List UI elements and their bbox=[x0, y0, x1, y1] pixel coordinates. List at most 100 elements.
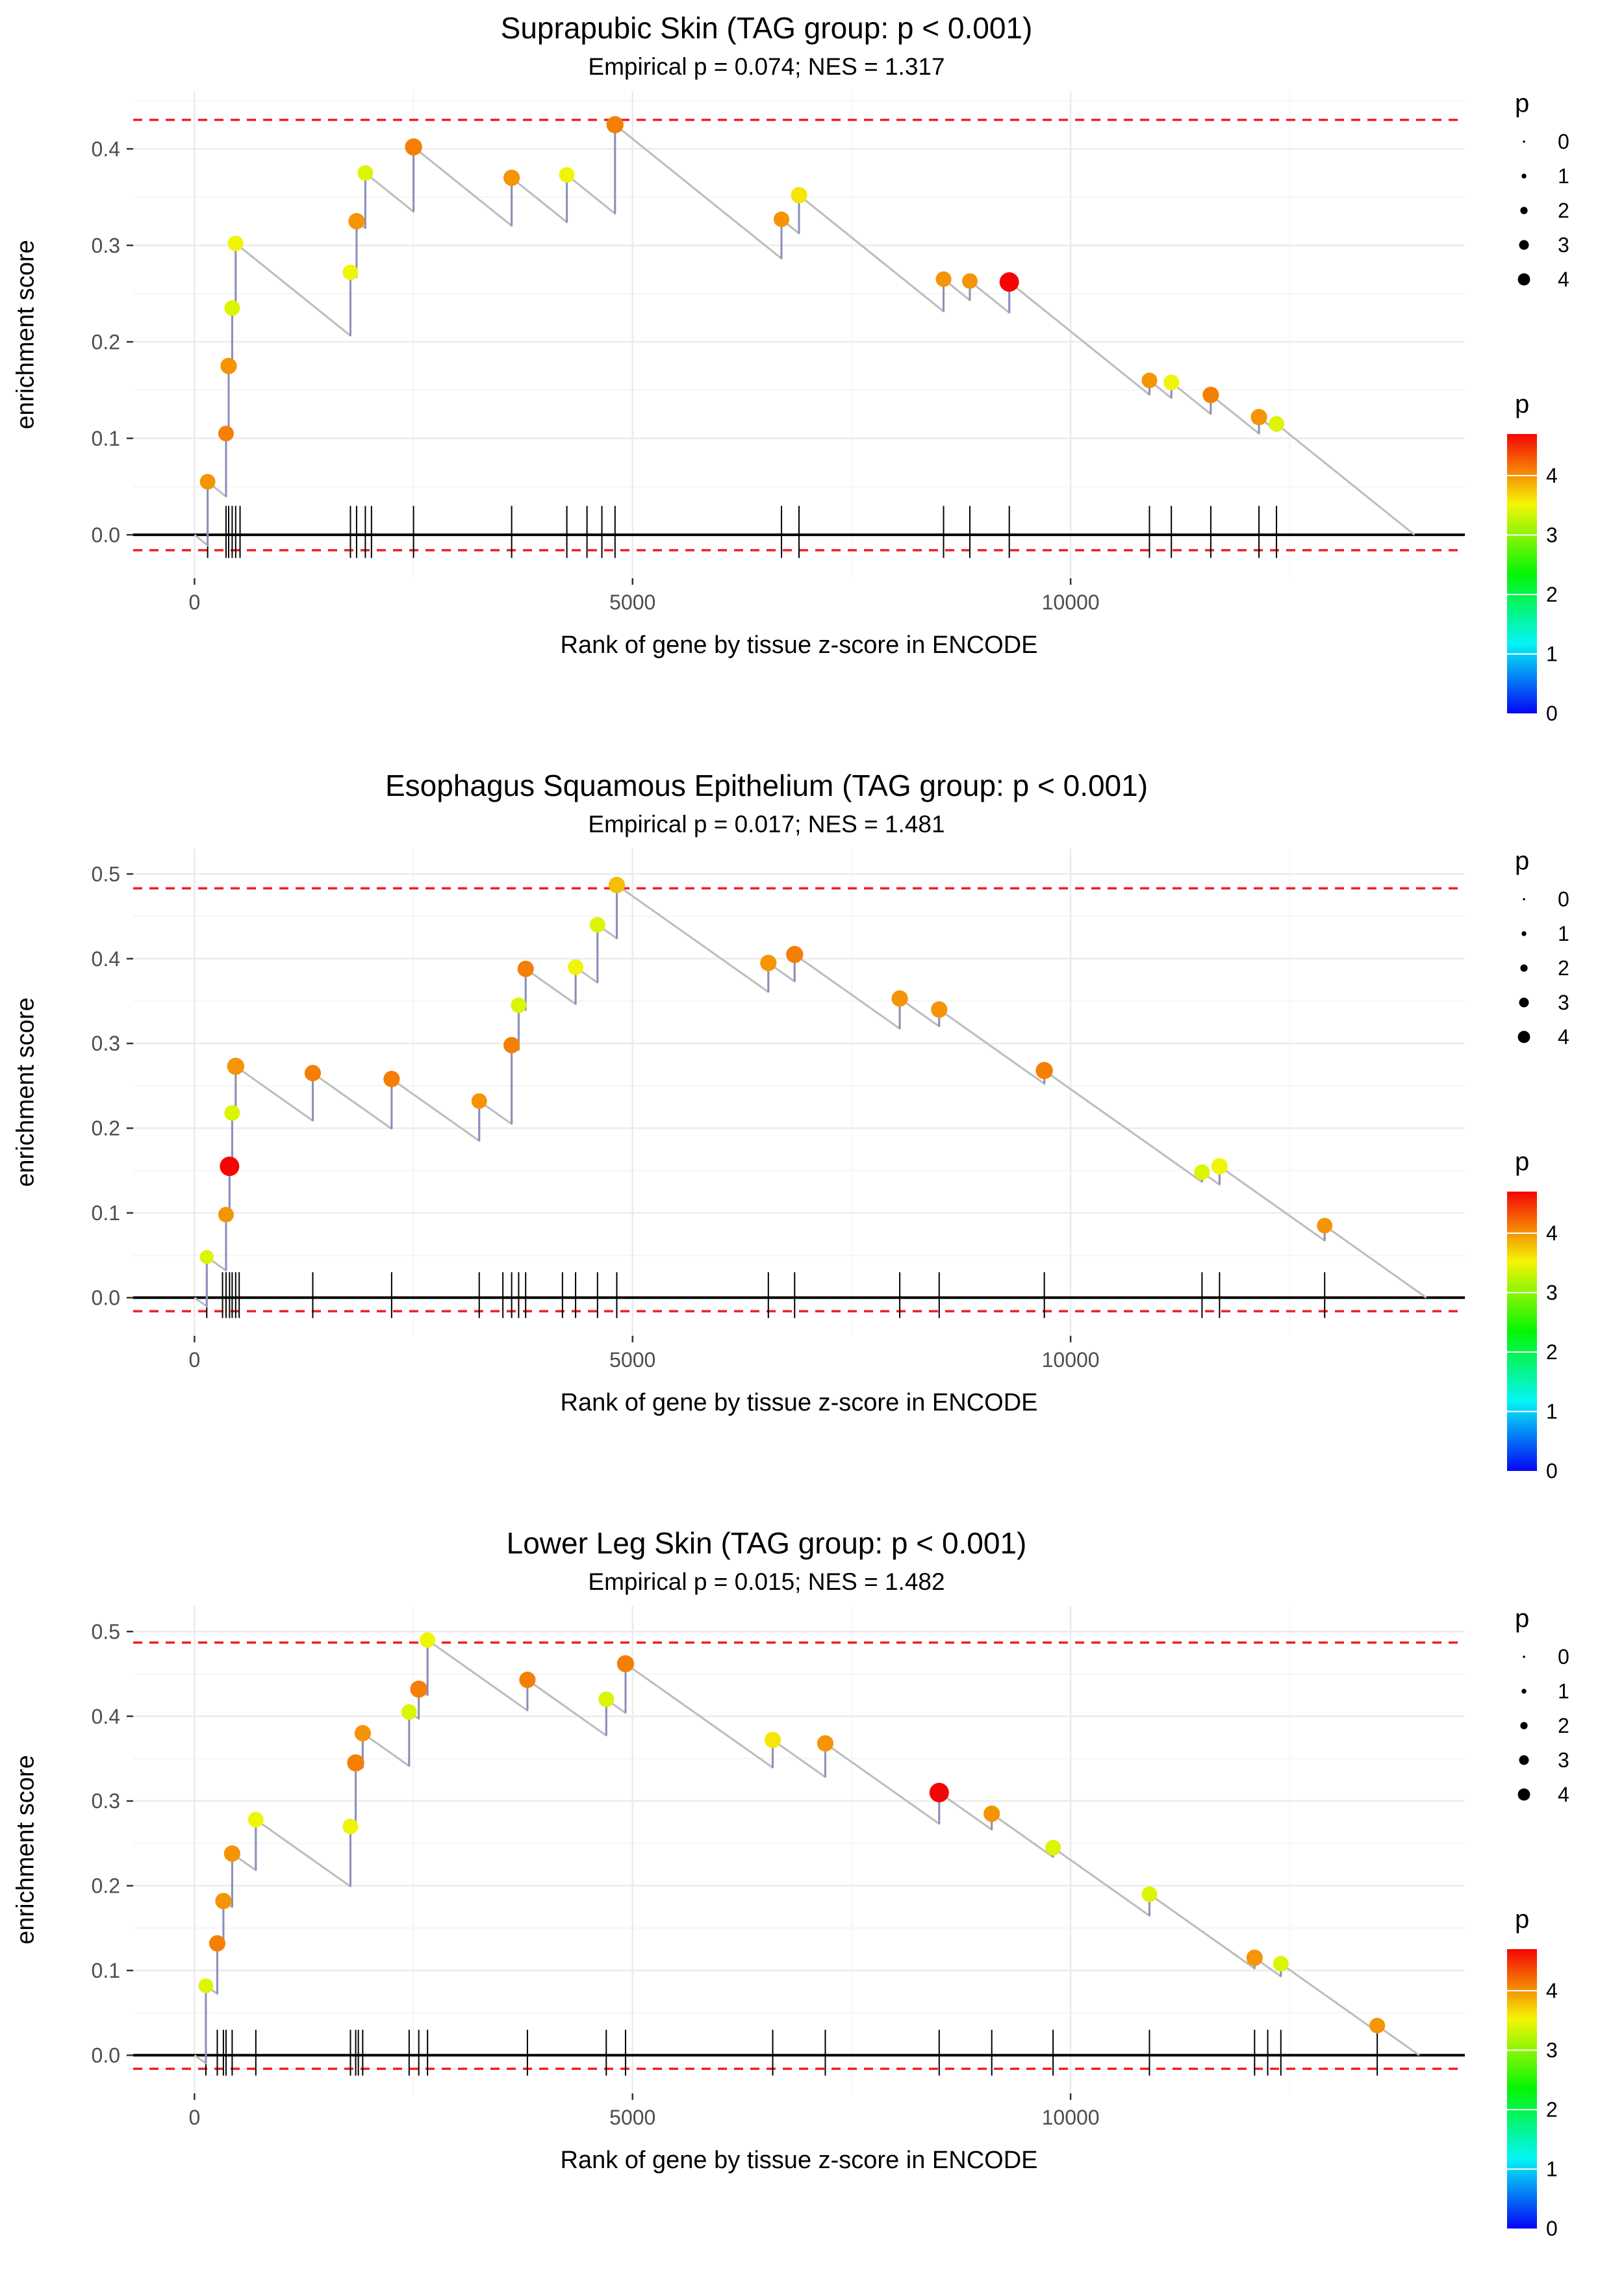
gridlines bbox=[133, 1606, 1465, 2093]
axes: 0 5000 10000 0.0 0.1 0.2 0.3 0.4 0.5 bbox=[92, 1620, 1100, 2129]
svg-text:0: 0 bbox=[1546, 2217, 1558, 2240]
svg-text:4: 4 bbox=[1546, 1979, 1558, 2002]
panel-lower-leg-skin: Lower Leg Skin (TAG group: p < 0.001) Em… bbox=[0, 1515, 1624, 2273]
svg-text:0.2: 0.2 bbox=[92, 330, 120, 353]
gene-hit-point bbox=[817, 1735, 834, 1752]
panel-title: Esophagus Squamous Epithelium (TAG group… bbox=[385, 769, 1148, 802]
gene-hit-point bbox=[764, 1731, 781, 1748]
color-legend: p 0 1 2 3 4 bbox=[1507, 390, 1558, 725]
hit-points bbox=[198, 1632, 1386, 2034]
svg-text:2: 2 bbox=[1546, 583, 1558, 606]
gene-hit-point bbox=[1141, 1886, 1158, 1902]
gene-hit-point bbox=[931, 1001, 948, 1018]
svg-text:4: 4 bbox=[1558, 268, 1569, 291]
size-legend: p 0 1 2 3 4 bbox=[1515, 89, 1569, 291]
gene-hit-point bbox=[357, 165, 374, 181]
svg-text:0.3: 0.3 bbox=[92, 234, 120, 257]
gene-hit-point bbox=[1250, 409, 1267, 426]
svg-text:0.3: 0.3 bbox=[92, 1032, 120, 1055]
gene-hit-point bbox=[983, 1805, 1000, 1822]
gene-hit-point bbox=[354, 1725, 371, 1742]
svg-text:0.3: 0.3 bbox=[92, 1789, 120, 1813]
svg-text:0.0: 0.0 bbox=[92, 523, 120, 546]
gene-hit-point bbox=[891, 990, 908, 1007]
gene-hit-point bbox=[215, 1893, 232, 1910]
es-threshold-lines bbox=[133, 118, 1465, 552]
svg-text:0.5: 0.5 bbox=[92, 1620, 120, 1643]
gene-hit-point bbox=[401, 1704, 417, 1720]
gene-hit-point bbox=[1202, 387, 1219, 403]
panel-title: Lower Leg Skin (TAG group: p < 0.001) bbox=[506, 1526, 1027, 1560]
gene-hit-point bbox=[511, 997, 527, 1014]
enrichment-curve bbox=[194, 884, 1427, 1308]
es-threshold-lines bbox=[133, 1641, 1465, 2070]
gene-hit-point bbox=[227, 235, 244, 251]
svg-text:1: 1 bbox=[1546, 1400, 1558, 1424]
size-legend: p 0 1 2 3 4 bbox=[1515, 847, 1569, 1049]
panel-subtitle: Empirical p = 0.017; NES = 1.481 bbox=[588, 811, 945, 837]
gene-hit-point bbox=[929, 1782, 949, 1802]
svg-text:p: p bbox=[1515, 1604, 1529, 1633]
gene-hit-point bbox=[342, 264, 359, 281]
gene-rug-marks bbox=[207, 505, 1278, 558]
gene-hit-point bbox=[471, 1093, 487, 1109]
svg-text:1: 1 bbox=[1558, 922, 1569, 945]
gene-hit-point bbox=[1273, 1956, 1289, 1972]
gene-hit-point bbox=[559, 167, 575, 183]
gene-hit-point bbox=[405, 138, 422, 156]
gridlines bbox=[133, 849, 1465, 1336]
svg-text:5000: 5000 bbox=[609, 1348, 655, 1372]
svg-text:p: p bbox=[1515, 390, 1529, 418]
svg-text:p: p bbox=[1515, 89, 1529, 118]
svg-text:2: 2 bbox=[1558, 199, 1569, 222]
gene-hit-point bbox=[218, 1207, 234, 1223]
gene-hit-point bbox=[410, 1680, 427, 1698]
svg-text:0.2: 0.2 bbox=[92, 1117, 120, 1140]
gene-hit-point bbox=[999, 272, 1019, 292]
panel-title: Suprapubic Skin (TAG group: p < 0.001) bbox=[500, 11, 1033, 45]
gene-hit-point bbox=[224, 300, 240, 316]
svg-text:0: 0 bbox=[1558, 888, 1569, 911]
axes: 0 5000 10000 0.0 0.1 0.2 0.3 0.4 0.5 bbox=[92, 862, 1100, 1372]
gridlines bbox=[133, 91, 1465, 578]
panel-subtitle: Empirical p = 0.015; NES = 1.482 bbox=[588, 1568, 945, 1595]
gene-hit-point bbox=[1141, 372, 1158, 389]
gene-hit-point bbox=[383, 1071, 400, 1088]
gene-hit-point bbox=[218, 426, 234, 442]
hit-points bbox=[199, 116, 1285, 490]
gene-hit-point bbox=[774, 211, 790, 227]
svg-text:1: 1 bbox=[1546, 643, 1558, 666]
enrichment-plot: 0 5000 10000 0.0 0.1 0.2 0.3 0.4 p 0 1 2 3 4 p 0 1 2 3 4 bbox=[92, 89, 1569, 725]
gene-hit-point bbox=[598, 1691, 615, 1707]
svg-text:1: 1 bbox=[1546, 2158, 1558, 2181]
gene-hit-point bbox=[247, 1811, 264, 1828]
gene-hit-point bbox=[606, 116, 624, 134]
gene-hit-point bbox=[199, 1249, 214, 1264]
svg-text:0: 0 bbox=[1546, 702, 1558, 725]
svg-text:10000: 10000 bbox=[1042, 2106, 1100, 2129]
es-threshold-lines bbox=[133, 887, 1465, 1312]
svg-text:0.4: 0.4 bbox=[92, 137, 120, 160]
gene-hit-point bbox=[420, 1632, 436, 1648]
svg-text:0.0: 0.0 bbox=[92, 1286, 120, 1310]
gene-hit-point bbox=[227, 1058, 244, 1075]
gene-hit-point bbox=[348, 212, 365, 230]
svg-text:3: 3 bbox=[1546, 1281, 1558, 1305]
panel-suprapubic-skin: Suprapubic Skin (TAG group: p < 0.001) E… bbox=[0, 0, 1624, 758]
svg-text:5000: 5000 bbox=[609, 591, 655, 614]
svg-text:10000: 10000 bbox=[1042, 591, 1100, 614]
color-legend: p 0 1 2 3 4 bbox=[1507, 1147, 1558, 1483]
enrichment-plot: 0 5000 10000 0.0 0.1 0.2 0.3 0.4 0.5 p 0 1 2 3 4 p 0 1 2 3 4 bbox=[92, 847, 1569, 1483]
panel-esophagus-squamous-epithelium: Esophagus Squamous Epithelium (TAG group… bbox=[0, 758, 1624, 1515]
color-legend: p 0 1 2 3 4 bbox=[1507, 1905, 1558, 2240]
x-axis-label: Rank of gene by tissue z-score in ENCODE bbox=[560, 2147, 1038, 2174]
svg-text:0.4: 0.4 bbox=[92, 947, 120, 971]
enrichment-curve bbox=[194, 123, 1415, 546]
gene-hit-point bbox=[220, 357, 237, 374]
gene-hit-point bbox=[1317, 1218, 1333, 1234]
gene-hit-point bbox=[503, 170, 520, 186]
svg-text:p: p bbox=[1515, 1147, 1529, 1176]
x-axis-label: Rank of gene by tissue z-score in ENCODE bbox=[560, 1389, 1038, 1416]
gene-hit-point bbox=[1045, 1839, 1061, 1856]
gene-hit-point bbox=[1269, 416, 1285, 432]
